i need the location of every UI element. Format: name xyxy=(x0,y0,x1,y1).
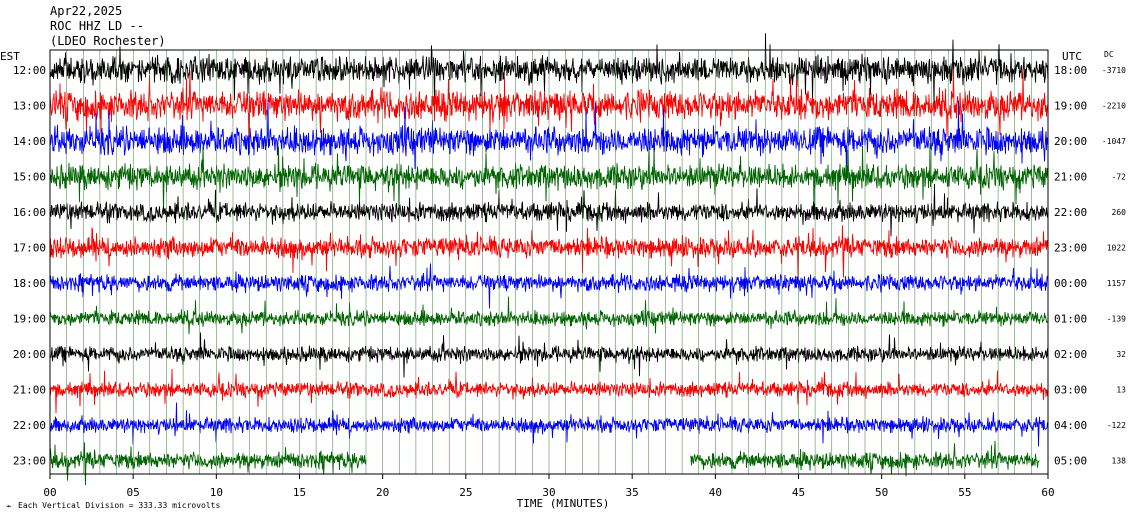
est-axis-title: EST xyxy=(0,50,20,63)
est-hour-label: 17:00 xyxy=(13,242,46,255)
utc-hour-label: 02:00 xyxy=(1054,348,1087,361)
est-hour-label: 23:00 xyxy=(13,455,46,468)
dc-offset-label: 260 xyxy=(1112,208,1127,217)
seismic-trace-2300 xyxy=(49,440,1040,486)
dc-offset-label: -1047 xyxy=(1102,137,1126,146)
x-tick-label: 10 xyxy=(210,486,223,499)
utc-axis-title: UTC xyxy=(1062,50,1082,63)
est-hour-label: 13:00 xyxy=(13,100,46,113)
x-tick-label: 20 xyxy=(376,486,389,499)
grid-layer xyxy=(66,50,1032,474)
date-label: Apr22,2025 xyxy=(50,4,123,18)
x-tick-label: 00 xyxy=(43,486,56,499)
x-tick-label: 25 xyxy=(459,486,472,499)
utc-hour-label: 21:00 xyxy=(1054,171,1087,184)
x-tick-label: 50 xyxy=(875,486,888,499)
dc-column-title: DC xyxy=(1104,50,1114,59)
est-hour-label: 16:00 xyxy=(13,206,46,219)
y-labels: 12:00 18:00 -3710 13:00 19:00 -2210 14:00 20:00… xyxy=(13,64,1126,468)
utc-hour-label: 18:00 xyxy=(1054,64,1087,77)
x-tick-label: 60 xyxy=(1041,486,1054,499)
est-hour-label: 21:00 xyxy=(13,384,46,397)
dc-offset-label: 32 xyxy=(1116,350,1126,359)
utc-hour-label: 00:00 xyxy=(1054,277,1087,290)
dc-offset-label: -72 xyxy=(1112,173,1127,182)
utc-hour-label: 05:00 xyxy=(1054,455,1087,468)
x-tick-label: 30 xyxy=(542,486,555,499)
x-tick-label: 05 xyxy=(127,486,140,499)
est-hour-label: 20:00 xyxy=(13,348,46,361)
est-hour-label: 18:00 xyxy=(13,277,46,290)
dc-offset-label: -2210 xyxy=(1102,102,1126,111)
dc-offset-label: -139 xyxy=(1107,315,1126,324)
est-hour-label: 19:00 xyxy=(13,313,46,326)
scale-note: Each Vertical Division = 333.33 microvol… xyxy=(18,501,220,510)
x-tick-label: 35 xyxy=(626,486,639,499)
est-hour-label: 12:00 xyxy=(13,64,46,77)
dc-offset-label: 1157 xyxy=(1107,279,1126,288)
x-axis-title: TIME (MINUTES) xyxy=(517,497,610,510)
scale-icon: ⌁ xyxy=(6,502,11,512)
utc-hour-label: 23:00 xyxy=(1054,242,1087,255)
location-label: (LDEO Rochester) xyxy=(50,34,166,48)
dc-offset-label: -122 xyxy=(1107,421,1126,430)
x-tick-label: 45 xyxy=(792,486,805,499)
est-hour-label: 14:00 xyxy=(13,135,46,148)
utc-hour-label: 01:00 xyxy=(1054,313,1087,326)
dc-offset-label: 138 xyxy=(1112,457,1127,466)
station-label: ROC HHZ LD -- xyxy=(50,19,144,33)
dc-offset-label: 13 xyxy=(1116,386,1126,395)
utc-hour-label: 03:00 xyxy=(1054,384,1087,397)
utc-hour-label: 04:00 xyxy=(1054,419,1087,432)
utc-hour-label: 20:00 xyxy=(1054,135,1087,148)
est-hour-label: 22:00 xyxy=(13,419,46,432)
utc-hour-label: 19:00 xyxy=(1054,100,1087,113)
x-tick-label: 40 xyxy=(709,486,722,499)
x-tick-label: 55 xyxy=(958,486,971,499)
utc-hour-label: 22:00 xyxy=(1054,206,1087,219)
x-tick-label: 15 xyxy=(293,486,306,499)
x-labels: 00 05 10 15 20 25 30 35 40 45 50 55 60 xyxy=(43,474,1055,499)
est-hour-label: 15:00 xyxy=(13,171,46,184)
dc-offset-label: 1022 xyxy=(1107,244,1126,253)
dc-offset-label: -3710 xyxy=(1102,66,1126,75)
